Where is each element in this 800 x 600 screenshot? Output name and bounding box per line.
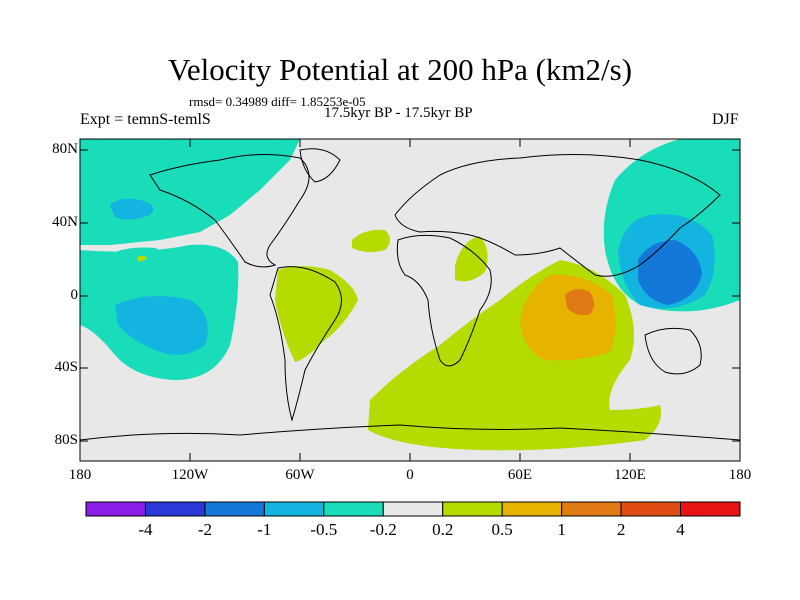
contour-region-west-africa-positive: [352, 229, 390, 253]
colorbar-label: 1: [557, 520, 566, 539]
colorbar-label: 4: [676, 520, 685, 539]
coastline-layer: [80, 148, 740, 441]
colorbar-label: -4: [138, 520, 153, 539]
colorbar-swatch: [204, 501, 265, 517]
colorbar-swatch: [323, 501, 384, 517]
lat-label-80n: 80N: [52, 141, 78, 157]
lon-label-120w: 120W: [171, 467, 209, 483]
contour-region-indian-ocean-core: [565, 289, 594, 316]
lat-tick-marks: [80, 149, 740, 442]
colorbar-label: 0.2: [432, 520, 454, 539]
contour-region-south-america-positive: [275, 266, 358, 362]
period-text: 17.5kyr BP - 17.5kyr BP: [324, 105, 473, 121]
contour-region-arabia-positive: [455, 236, 488, 282]
colorbar-swatch: [263, 501, 325, 517]
experiment-label: Expt = temnS-temlS: [80, 111, 211, 128]
season-label: DJF: [712, 111, 739, 128]
lon-label-180-west: 180: [68, 467, 92, 483]
colorbar-swatch: [382, 501, 444, 517]
coastline-eurasia: [394, 153, 721, 277]
colorbar-label: 2: [616, 520, 626, 539]
colorbar-label: -2: [197, 520, 212, 539]
lon-label-60w: 60W: [285, 467, 315, 483]
lon-tick-marks: [189, 139, 631, 461]
contour-fill-layer: [80, 139, 740, 451]
contour-region-central-pacific-lobe: [99, 247, 169, 282]
colorbar-label: -0.2: [369, 520, 397, 539]
colorbar-label: 0.5: [491, 520, 513, 539]
map-title: Velocity Potential at 200 hPa (km2/s): [167, 52, 633, 87]
lat-label-40s: 40S: [54, 359, 78, 375]
lat-label-0: 0: [70, 287, 79, 303]
lat-label-40n: 40N: [52, 214, 78, 230]
colorbar-swatch: [144, 501, 206, 517]
colorbar-label: -0.5: [310, 520, 338, 539]
coastline-africa: [396, 234, 492, 367]
lon-label-0: 0: [406, 467, 414, 483]
lon-label-60e: 60E: [507, 467, 533, 483]
coastline-greenland: [299, 148, 341, 183]
colorbar-swatch: [620, 501, 682, 517]
colorbar: [85, 501, 741, 517]
colorbar-swatch: [561, 501, 622, 517]
contour-region-pacific-spot-positive: [137, 255, 147, 262]
lon-label-180-east: 180: [728, 467, 752, 483]
contour-region-east-asia-core: [638, 240, 702, 305]
stats-text: rmsd= 0.34989 diff= 1.85253e-05: [189, 94, 366, 109]
contour-region-north-pacific-core: [110, 198, 154, 220]
colorbar-swatch: [501, 501, 563, 517]
coastline-australia: [644, 327, 702, 375]
colorbar-swatch: [442, 501, 503, 517]
coastline-south-america: [269, 266, 342, 422]
coastline-antarctica: [80, 424, 740, 441]
coastline-north-america: [149, 153, 310, 268]
lat-label-80s: 80S: [54, 432, 78, 448]
colorbar-swatch: [85, 501, 146, 517]
colorbar-label: -1: [257, 520, 272, 539]
lon-label-120e: 120E: [614, 467, 646, 483]
colorbar-swatch: [680, 501, 741, 517]
contour-region-southeast-pacific-core: [115, 296, 208, 355]
